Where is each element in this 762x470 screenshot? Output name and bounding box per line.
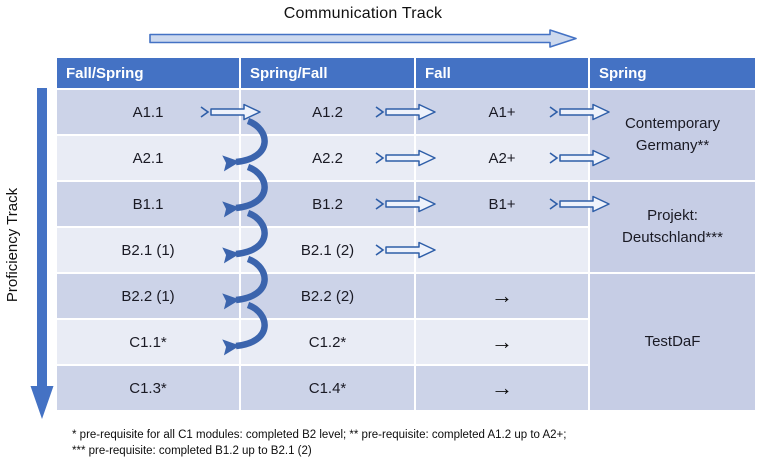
hollow-arrow-icon [375, 195, 436, 213]
cell-empty [416, 228, 588, 272]
footnote-line-1: * pre-requisite for all C1 modules: comp… [72, 429, 567, 441]
hollow-arrow-icon [549, 195, 610, 213]
hollow-arrow-icon [375, 149, 436, 167]
cell-contemporary-germany: Contemporary Germany** [590, 90, 755, 180]
merged-cell-label: Projekt: Deutschland*** [622, 206, 723, 247]
cell-c1-4: C1.4* [241, 366, 414, 410]
proficiency-track-title: Proficiency Track [4, 187, 21, 303]
column-header-spring: Spring [590, 58, 755, 88]
communication-track-title: Communication Track [283, 5, 443, 22]
communication-track-arrow-icon [149, 29, 577, 48]
hollow-arrow-icon [375, 241, 436, 259]
cell-c1-2: C1.2* [241, 320, 414, 364]
cell-b1-2: B1.2 [241, 182, 414, 226]
column-header-spring-fall: Spring/Fall [241, 58, 414, 88]
hollow-arrow-icon [375, 103, 436, 121]
cell-testdaf: TestDaF [590, 274, 755, 410]
hollow-arrow-icon [549, 149, 610, 167]
curved-arrow-icon [222, 256, 268, 310]
cell-a2-1: A2.1 [57, 136, 239, 180]
column-header-fall: Fall [416, 58, 588, 88]
cell-a1-2: A1.2 [241, 90, 414, 134]
curved-arrow-icon [222, 302, 268, 356]
cell-b1-1: B1.1 [57, 182, 239, 226]
cell-c1-3: C1.3* [57, 366, 239, 410]
column-header-fall-spring: Fall/Spring [57, 58, 239, 88]
right-arrow-icon: → [416, 366, 588, 410]
curved-arrow-icon [222, 164, 268, 218]
right-arrow-icon: → [416, 274, 588, 318]
footnote-line-2: *** pre-requisite: completed B1.2 up to … [72, 445, 312, 457]
hollow-arrow-icon [200, 103, 261, 121]
merged-cell-label: TestDaF [644, 332, 701, 350]
cell-c1-1: C1.1* [57, 320, 239, 364]
right-arrow-icon: → [416, 320, 588, 364]
course-table: Fall/Spring Spring/Fall Fall Spring A1.1… [57, 58, 755, 410]
merged-cell-label: Contemporary Germany** [624, 114, 721, 155]
cell-b2-1-2: B2.1 (2) [241, 228, 414, 272]
cell-a2-2: A2.2 [241, 136, 414, 180]
cell-b2-2-1: B2.2 (1) [57, 274, 239, 318]
hollow-arrow-icon [549, 103, 610, 121]
curved-arrow-icon [222, 118, 268, 172]
cell-projekt-deutschland: Projekt: Deutschland*** [590, 182, 755, 272]
footnotes: * pre-requisite for all C1 modules: comp… [72, 427, 732, 459]
cell-b2-1-1: B2.1 (1) [57, 228, 239, 272]
cell-b2-2-2: B2.2 (2) [241, 274, 414, 318]
proficiency-track-arrow-icon [30, 88, 54, 419]
curved-arrow-icon [222, 210, 268, 264]
